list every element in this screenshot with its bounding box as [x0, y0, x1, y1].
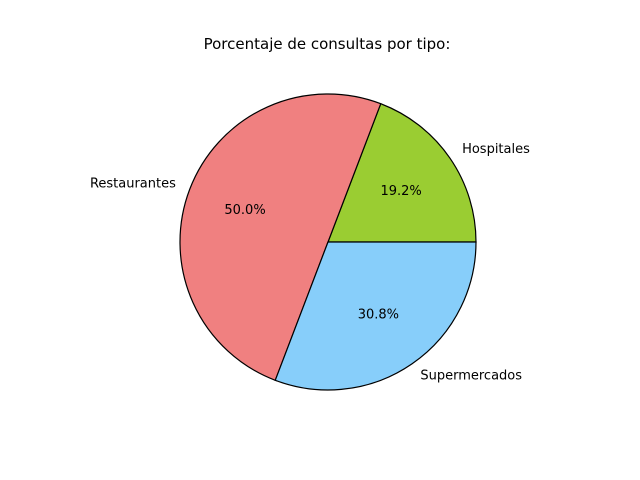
- pie-slices: [179, 93, 477, 391]
- pie-category-label: Hospitales: [462, 142, 530, 157]
- pie-slice-hospitales: [327, 102, 477, 243]
- pie-slice-supermercados: [274, 241, 477, 391]
- pie-percent-label: 30.8%: [358, 308, 399, 323]
- chart-title: Porcentaje de consultas por tipo:: [204, 35, 451, 53]
- pie-category-label: Supermercados: [420, 369, 522, 384]
- pie-labels: 19.2% Hospitales 50.0% Restaurantes 30.8% Sup…: [90, 142, 530, 383]
- pie-slice-restaurantes: [179, 93, 382, 382]
- pie-percent-label: 50.0%: [224, 203, 265, 218]
- pie-percent-label: 19.2%: [380, 184, 421, 199]
- pie-category-label: Restaurantes: [90, 176, 176, 191]
